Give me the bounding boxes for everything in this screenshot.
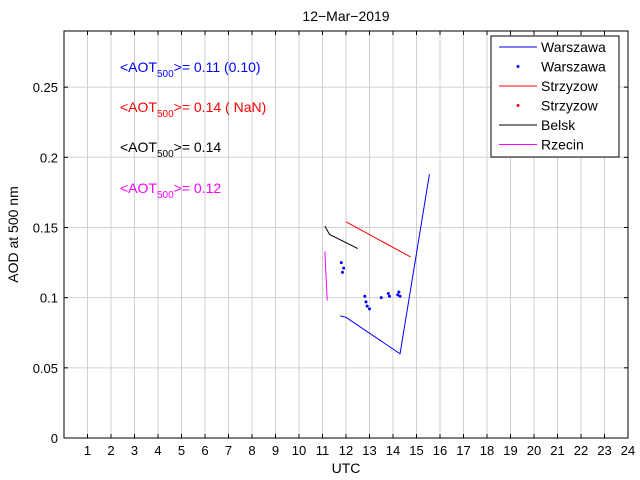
x-tick-label: 14 [386,443,400,458]
annotation-prefix: <AOT [120,99,157,115]
annotations: <AOT500>= 0.11 (0.10)<AOT500>= 0.14 ( Na… [120,59,266,201]
mean-aot-annotation: <AOT500>= 0.14 ( NaN) [120,99,266,120]
annotation-prefix: <AOT [120,139,157,155]
x-tick-label: 4 [154,443,161,458]
x-tick-label: 12 [339,443,353,458]
annotation-value: >= 0.11 (0.10) [174,59,261,75]
y-tick-label: 0.05 [33,361,58,376]
y-tick-label: 0 [51,431,58,446]
data-point-warszawa [398,294,402,298]
legend: Warszawa Warszawa Strzyzow Strzyzow Belsk Rze… [490,35,620,158]
series-line-strzyzow-2 [345,221,411,258]
y-tick-label: 0.1 [40,291,58,306]
data-point-warszawa [364,300,368,304]
legend-label: Warszawa [541,39,606,55]
legend-label: Strzyzow [541,78,599,94]
mean-aot-annotation: <AOT500>= 0.14 [120,139,221,160]
x-tick-label: 23 [597,443,611,458]
legend-label: Warszawa [541,59,606,75]
y-tick-label: 0.2 [40,150,58,165]
data-point-warszawa [340,270,344,274]
x-tick-label: 13 [362,443,376,458]
y-tick-label: 0.15 [33,220,58,235]
y-axis-label: AOD at 500 nm [5,186,21,283]
chart-title: 12−Mar−2019 [302,8,389,24]
data-point-warszawa [339,261,343,265]
legend-box [490,35,620,158]
x-tick-label: 16 [433,443,447,458]
annotation-subscript: 500 [157,69,174,80]
annotation-value: >= 0.14 [174,139,222,155]
annotation-value: >= 0.14 ( NaN) [174,99,267,115]
legend-label: Belsk [541,117,576,133]
mean-aot-annotation: <AOT500>= 0.12 [120,180,221,201]
data-point-warszawa [387,294,391,298]
x-tick-label: 3 [131,443,138,458]
data-point-warszawa [342,266,346,270]
legend-swatch-point [516,65,520,68]
annotation-value: >= 0.12 [174,180,222,196]
series-line-warszawa-0 [340,174,430,355]
x-tick-label: 6 [201,443,208,458]
x-tick-label: 21 [550,443,564,458]
x-tick-label: 11 [316,443,330,458]
legend-swatch-point [516,104,520,107]
x-tick-label: 10 [292,443,306,458]
x-axis-ticks: 1 2 3 4 5 6 7 8 9 10 11 12 13 14 15 16 17 18 19 20 21 22 23 24 [84,31,635,458]
x-tick-label: 18 [480,443,494,458]
data-point-warszawa [396,293,400,297]
x-tick-label: 1 [84,443,91,458]
x-tick-label: 22 [574,443,588,458]
series-line-belsk-4 [324,225,358,249]
data-point-warszawa [368,307,371,311]
legend-label: Rzecin [541,137,584,153]
mean-aot-annotation: <AOT500>= 0.11 (0.10) [120,59,261,80]
data-point-warszawa [379,296,383,300]
annotation-prefix: <AOT [120,180,157,196]
x-tick-label: 2 [107,443,114,458]
x-tick-label: 24 [621,443,635,458]
series-line-rzecin-5 [324,251,328,301]
data-point-warszawa [363,294,367,298]
annotation-subscript: 500 [157,109,174,120]
series-group [324,174,430,355]
x-tick-label: 15 [409,443,423,458]
x-tick-label: 7 [225,443,232,458]
legend-label: Strzyzow [541,98,599,114]
x-tick-label: 20 [527,443,541,458]
annotation-prefix: <AOT [120,59,157,75]
y-axis-ticks: 0 0.05 0.1 0.15 0.2 0.25 [33,80,628,446]
x-tick-label: 9 [272,443,279,458]
x-tick-label: 19 [503,443,517,458]
data-point-warszawa [365,304,369,308]
x-tick-label: 17 [456,443,470,458]
y-tick-label: 0.25 [33,80,58,95]
data-point-warszawa [386,291,390,295]
x-axis-label: UTC [332,460,361,476]
data-point-warszawa [397,290,401,294]
x-tick-label: 5 [178,443,185,458]
annotation-subscript: 500 [157,149,174,160]
annotation-subscript: 500 [157,190,174,201]
x-tick-label: 8 [248,443,255,458]
